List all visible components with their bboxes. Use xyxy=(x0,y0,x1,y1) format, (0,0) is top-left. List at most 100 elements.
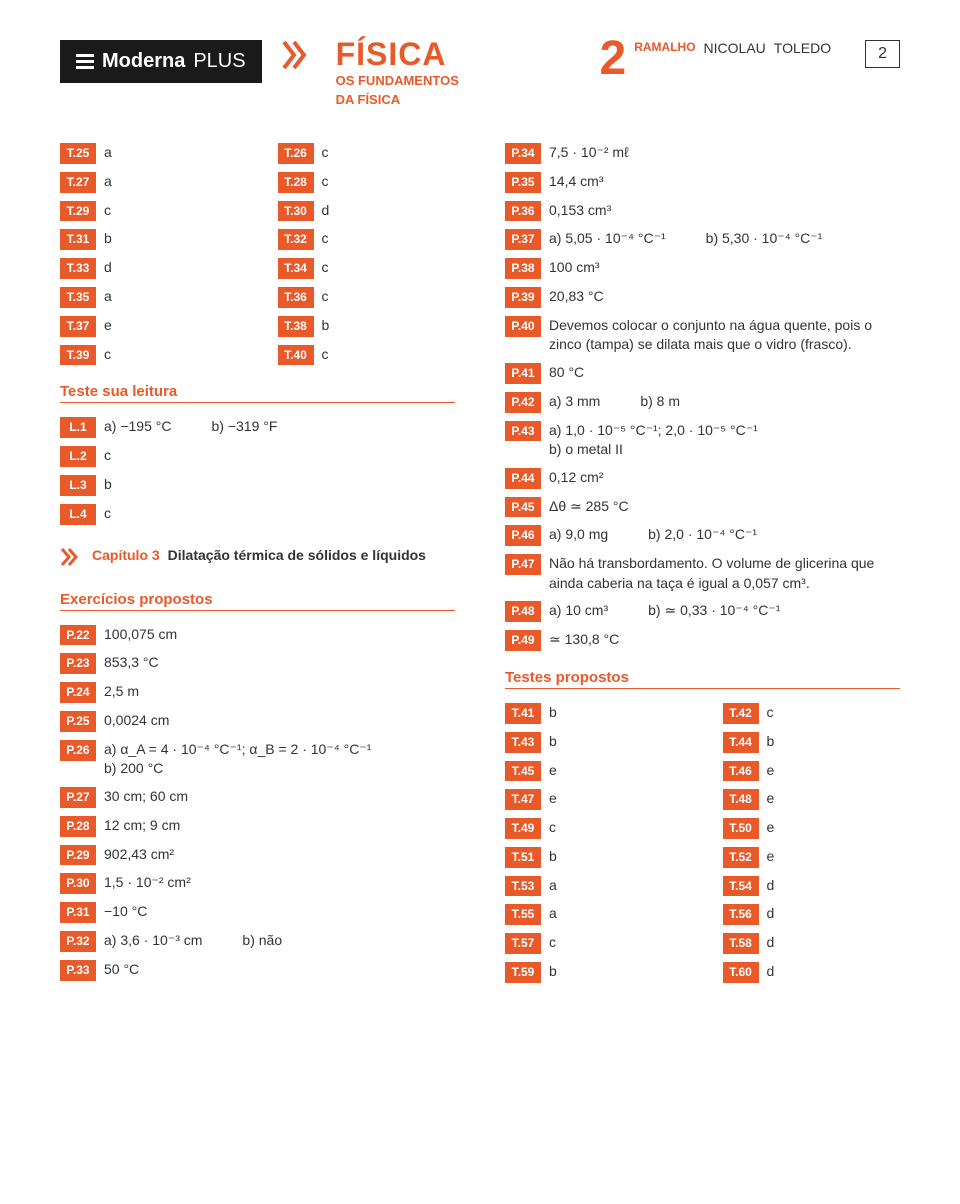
answer-text: b xyxy=(549,962,683,982)
answer-text: a) α_A = 4 · 10⁻⁴ °C⁻¹; α_B = 2 · 10⁻⁴ °… xyxy=(104,740,455,779)
page-header: Moderna PLUS FÍSICA OS FUNDAMENTOS DA FÍ… xyxy=(60,40,900,108)
answer-pair: T.39cT.40c xyxy=(60,345,455,366)
answer-part: b) 8 m xyxy=(640,392,680,412)
answer-part: b) não xyxy=(242,931,282,951)
answer-row: P.3514,4 cm³ xyxy=(505,172,900,193)
answer-tag: T.34 xyxy=(278,258,314,279)
answer-row: T.54d xyxy=(723,876,901,897)
answer-text: b xyxy=(104,475,455,495)
answer-pair: T.33dT.34c xyxy=(60,258,455,279)
answer-row: P.32 a) 3,6 · 10⁻³ cmb) não xyxy=(60,931,455,952)
answer-row: P.2730 cm; 60 cm xyxy=(60,787,455,808)
answer-text: a xyxy=(104,172,238,192)
answer-row: T.47e xyxy=(505,789,683,810)
answer-row: T.38b xyxy=(278,316,456,337)
answer-tag: P.45 xyxy=(505,497,541,518)
section-tests: Testes propostos xyxy=(505,669,900,689)
answer-row: P.48a) 10 cm³b) ≃ 0,33 · 10⁻⁴ °C⁻¹ xyxy=(505,601,900,622)
answer-tag: P.39 xyxy=(505,287,541,308)
answer-row: T.32c xyxy=(278,229,456,250)
answer-part: b) 5,30 · 10⁻⁴ °C⁻¹ xyxy=(706,229,823,249)
answer-tag: T.42 xyxy=(723,703,759,724)
answer-row: T.48e xyxy=(723,789,901,810)
answer-text: c xyxy=(322,287,456,307)
answer-text: b xyxy=(767,732,901,752)
answer-tag: T.53 xyxy=(505,876,541,897)
subject-block: FÍSICA OS FUNDAMENTOS DA FÍSICA xyxy=(336,40,459,108)
answer-pair: T.37eT.38b xyxy=(60,316,455,337)
answer-row: P.250,0024 cm xyxy=(60,711,455,732)
answer-tag: P.32 xyxy=(60,931,96,952)
answer-text: a) 10 cm³b) ≃ 0,33 · 10⁻⁴ °C⁻¹ xyxy=(549,601,900,621)
answer-text: 100 cm³ xyxy=(549,258,900,278)
answer-text: a) 3,6 · 10⁻³ cmb) não xyxy=(104,931,455,951)
answer-row: T.25a xyxy=(60,143,238,164)
answer-part: a) 5,05 · 10⁻⁴ °C⁻¹ xyxy=(549,229,666,249)
answer-text: a xyxy=(104,287,238,307)
answer-tag: T.58 xyxy=(723,933,759,954)
answer-row: P.29902,43 cm² xyxy=(60,845,455,866)
answer-row: T.51b xyxy=(505,847,683,868)
answer-tag: T.47 xyxy=(505,789,541,810)
answer-row: T.28c xyxy=(278,172,456,193)
answer-row: T.52 e xyxy=(723,847,901,868)
answer-text: d xyxy=(767,876,901,896)
answer-row: P.3920,83 °C xyxy=(505,287,900,308)
answer-text: b xyxy=(549,732,683,752)
answer-tag: P.23 xyxy=(60,653,96,674)
answer-row: T.35 a xyxy=(60,287,238,308)
answer-text: b xyxy=(549,847,683,867)
answer-row: L.3b xyxy=(60,475,455,496)
answer-pair: T.47e T.48e xyxy=(505,789,900,810)
answer-part: a) 9,0 mg xyxy=(549,525,608,545)
answer-text: c xyxy=(104,201,238,221)
answer-tag: P.28 xyxy=(60,816,96,837)
brand-main: Moderna xyxy=(102,50,185,73)
answer-text: 12 cm; 9 cm xyxy=(104,816,455,836)
answer-row: T.58d xyxy=(723,933,901,954)
subject-title: FÍSICA xyxy=(336,40,459,69)
answer-tag: T.26 xyxy=(278,143,314,164)
answer-row: P.31−10 °C xyxy=(60,902,455,923)
answer-tag: T.27 xyxy=(60,172,96,193)
answer-row: T.30d xyxy=(278,201,456,222)
answer-row: L.1a) −195 °Cb) −319 °F xyxy=(60,417,455,438)
answer-text: c xyxy=(767,703,901,723)
answer-tag: T.35 xyxy=(60,287,96,308)
answer-row: T.42 c xyxy=(723,703,901,724)
volume-number: 2 xyxy=(600,40,627,78)
page-number: 2 xyxy=(865,40,900,68)
answer-pair: T.35 a T.36c xyxy=(60,287,455,308)
answer-row: T.49c xyxy=(505,818,683,839)
answer-tag: P.37 xyxy=(505,229,541,250)
answer-row: T.26c xyxy=(278,143,456,164)
answer-tag: T.52 xyxy=(723,847,759,868)
answer-row: P.360,153 cm³ xyxy=(505,201,900,222)
answer-tag: P.29 xyxy=(60,845,96,866)
answer-row: P.3350 °C xyxy=(60,960,455,981)
answer-line: b) 200 °C xyxy=(104,759,455,779)
answer-pair: T.43bT.44b xyxy=(505,732,900,753)
answer-tag: L.1 xyxy=(60,417,96,438)
answer-tag: P.22 xyxy=(60,625,96,646)
answer-tag: T.25 xyxy=(60,143,96,164)
answer-tag: T.44 xyxy=(723,732,759,753)
answer-tag: T.40 xyxy=(278,345,314,366)
answer-text: e xyxy=(767,847,901,867)
answer-tag: P.46 xyxy=(505,525,541,546)
answer-text: a) 9,0 mgb) 2,0 · 10⁻⁴ °C⁻¹ xyxy=(549,525,900,545)
answer-row: T.55a xyxy=(505,904,683,925)
answer-row: P.440,12 cm² xyxy=(505,468,900,489)
answer-tag: P.44 xyxy=(505,468,541,489)
answer-row: T.36c xyxy=(278,287,456,308)
right-column: P.347,5 · 10⁻² mℓP.3514,4 cm³P.360,153 c… xyxy=(505,143,900,983)
answer-tag: P.26 xyxy=(60,740,96,761)
answer-text: d xyxy=(767,904,901,924)
answer-tag: P.24 xyxy=(60,682,96,703)
answer-text: Não há transbordamento. O volume de glic… xyxy=(549,554,900,593)
chapter-label: Capítulo 3 xyxy=(92,547,160,563)
answer-tag: T.33 xyxy=(60,258,96,279)
answer-row: P.23853,3 °C xyxy=(60,653,455,674)
answer-pair: T.25a T.26c xyxy=(60,143,455,164)
answer-tag: P.36 xyxy=(505,201,541,222)
